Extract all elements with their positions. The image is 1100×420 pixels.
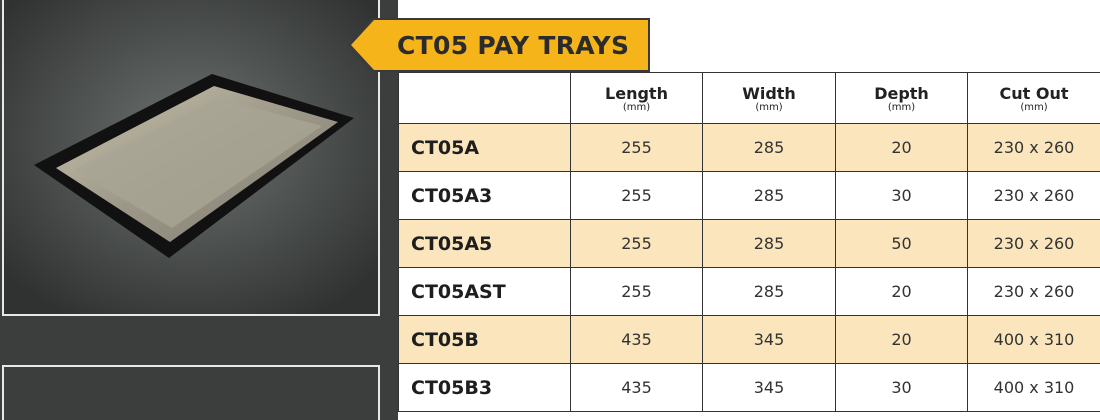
table-cell: 20 — [835, 267, 968, 316]
table-row: CT05A3 255 285 30 230 x 260 — [398, 171, 1100, 220]
table-cell: 285 — [702, 219, 836, 268]
column-label: Length — [605, 83, 668, 103]
table-cell: 255 — [570, 267, 703, 316]
header-row: Length (mm) Width (mm) Depth (mm) Cut Out (mm) — [398, 72, 1100, 124]
product-code: CT05A5 — [398, 219, 571, 268]
image-panel — [0, 0, 398, 420]
column-unit: (mm) — [1020, 101, 1048, 113]
table-row: CT05A 255 285 20 230 x 260 — [398, 123, 1100, 172]
table-row: CT05AST 255 285 20 230 x 260 — [398, 267, 1100, 316]
product-code: CT05B3 — [398, 363, 571, 412]
table-cell: 255 — [570, 123, 703, 172]
product-code: CT05A3 — [398, 171, 571, 220]
table-cell: 435 — [570, 363, 703, 412]
table-cell: 400 x 310 — [967, 315, 1100, 364]
table-cell: 230 x 260 — [967, 219, 1100, 268]
table-cell: 345 — [702, 363, 836, 412]
column-label: Width — [742, 83, 796, 103]
product-code: CT05AST — [398, 267, 571, 316]
column-label: Depth — [874, 83, 929, 103]
title: CT05 PAY TRAYS — [397, 31, 630, 60]
table-row: CT05B3 435 345 30 400 x 310 — [398, 363, 1100, 412]
column-unit: (mm) — [622, 101, 651, 113]
table-cell: 400 x 310 — [967, 363, 1100, 412]
table-cell: 230 x 260 — [967, 171, 1100, 220]
table-cell: 50 — [835, 219, 968, 268]
tray-image — [4, 0, 378, 314]
table-cell: 20 — [835, 315, 968, 364]
header-cell: Length (mm) — [570, 72, 703, 124]
table-cell: 285 — [702, 171, 836, 220]
spec-table: Length (mm) Width (mm) Depth (mm) Cut Out (mm) … — [398, 72, 1100, 412]
column-unit: (mm) — [755, 101, 783, 113]
table-cell: 345 — [702, 315, 836, 364]
table-cell: 435 — [570, 315, 703, 364]
header-cell: Depth (mm) — [835, 72, 968, 124]
header-cell: Width (mm) — [702, 72, 836, 124]
table-row: CT05A5 255 285 50 230 x 260 — [398, 219, 1100, 268]
title-banner — [348, 18, 650, 72]
column-unit: (mm) — [887, 101, 916, 113]
header-cell — [398, 72, 571, 124]
table-cell: 230 x 260 — [967, 267, 1100, 316]
image-frame — [2, 0, 380, 316]
image-frame — [2, 365, 380, 420]
product-code: CT05A — [398, 123, 571, 172]
table-cell: 255 — [570, 171, 703, 220]
table-cell: 285 — [702, 123, 836, 172]
table-row: CT05B 435 345 20 400 x 310 — [398, 315, 1100, 364]
header-cell: Cut Out (mm) — [967, 72, 1100, 124]
table-cell: 255 — [570, 219, 703, 268]
table-cell: 230 x 260 — [967, 123, 1100, 172]
column-label: Cut Out — [999, 83, 1069, 103]
table-cell: 285 — [702, 267, 836, 316]
product-code: CT05B — [398, 315, 571, 364]
table-cell: 30 — [835, 171, 968, 220]
table-cell: 20 — [835, 123, 968, 172]
table-cell: 30 — [835, 363, 968, 412]
